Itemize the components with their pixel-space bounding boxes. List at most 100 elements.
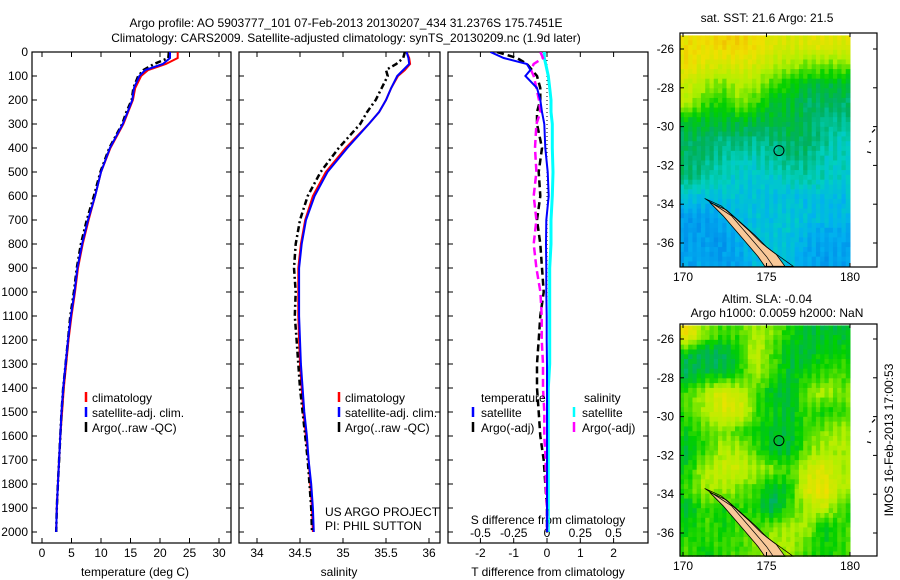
map-cell	[815, 387, 821, 394]
map-cell	[705, 261, 710, 267]
map-cell	[777, 455, 783, 461]
map-cell	[790, 537, 796, 543]
map-cell	[824, 160, 830, 166]
map-cell	[760, 136, 766, 142]
map-cell	[730, 344, 736, 350]
map-cell	[688, 339, 693, 346]
map-cell	[743, 121, 749, 128]
map-cell	[747, 373, 753, 379]
map-cell	[683, 93, 689, 99]
map-cell	[773, 402, 779, 408]
map-cell	[781, 431, 787, 437]
map-cell	[781, 339, 787, 346]
map-cell	[717, 445, 723, 451]
map-cell	[688, 488, 693, 495]
map-cell	[735, 97, 740, 104]
map-cell	[845, 131, 851, 137]
map-cell	[781, 508, 787, 514]
map-cell	[807, 416, 813, 423]
map-cell	[820, 354, 825, 360]
map-cell	[760, 488, 766, 495]
map-cell	[722, 247, 728, 253]
map-cell	[832, 208, 838, 214]
map-cell	[705, 165, 710, 171]
map-cell	[824, 498, 830, 504]
map-cell	[764, 383, 770, 389]
map-cell	[700, 64, 706, 70]
map-cell	[786, 517, 791, 524]
map-cell	[739, 440, 745, 447]
map-cell	[786, 532, 791, 538]
map-cell	[777, 189, 783, 195]
map-cell	[794, 373, 800, 379]
map-cell	[709, 73, 715, 80]
map-cell	[747, 261, 753, 267]
map-cell	[705, 335, 710, 341]
map-cell	[743, 383, 749, 389]
map-cell	[837, 479, 842, 485]
map-cell	[803, 387, 808, 394]
map-cell	[717, 537, 723, 543]
map-cell	[811, 150, 817, 157]
map-cell	[752, 141, 757, 147]
map-cell	[803, 150, 808, 157]
map-cell	[786, 131, 791, 137]
map-cell	[815, 112, 821, 118]
map-cell	[752, 546, 757, 552]
map-cell	[807, 445, 813, 451]
map-cell	[841, 78, 847, 85]
map-cell	[781, 397, 787, 403]
map-cell	[696, 455, 702, 461]
map-cell	[696, 232, 702, 238]
map-cell	[798, 40, 804, 46]
map-cell	[764, 527, 770, 533]
map-cell	[709, 479, 715, 485]
map-cell	[824, 532, 830, 538]
map-cell	[824, 431, 830, 437]
map-cell	[841, 165, 847, 171]
map-cell	[688, 126, 693, 133]
map-cell	[752, 512, 757, 519]
map-cell	[807, 368, 813, 375]
map-cell	[709, 474, 715, 480]
map-cell	[743, 387, 749, 394]
map-cell	[781, 498, 787, 504]
map-cell	[841, 155, 847, 161]
map-cell	[845, 373, 851, 379]
map-cell	[786, 508, 791, 514]
map-cell	[773, 431, 779, 437]
map-cell	[832, 416, 838, 423]
map-cell	[709, 93, 715, 99]
x-tick-label: 35.5	[374, 546, 398, 560]
map-cell	[752, 445, 757, 451]
map-cell	[726, 517, 732, 524]
map-cell	[824, 387, 830, 394]
map-cell	[828, 363, 834, 370]
map-cell	[717, 49, 723, 56]
map-cell	[696, 383, 702, 389]
map-cell	[739, 198, 745, 205]
map-cell	[845, 198, 851, 205]
map-cell	[832, 194, 838, 200]
map-cell	[769, 247, 774, 253]
map-cell	[752, 194, 757, 200]
map-cell	[747, 155, 753, 161]
map-cell	[739, 416, 745, 423]
map-cell	[769, 339, 774, 346]
map-cell	[837, 330, 842, 336]
map-cell	[730, 40, 736, 46]
map-cell	[837, 431, 842, 437]
map-cell	[722, 194, 728, 200]
map-cell	[773, 54, 779, 60]
map-cell	[747, 126, 753, 133]
lat-tick-label: -30	[657, 120, 675, 134]
map-cell	[692, 517, 698, 524]
map-cell	[722, 387, 728, 394]
map-cell	[807, 532, 813, 538]
map-cell	[815, 493, 821, 500]
map-cell	[688, 493, 693, 500]
map-cell	[713, 59, 719, 65]
map-cell	[700, 83, 706, 89]
map-cell	[705, 242, 710, 248]
map-cell	[773, 222, 779, 229]
